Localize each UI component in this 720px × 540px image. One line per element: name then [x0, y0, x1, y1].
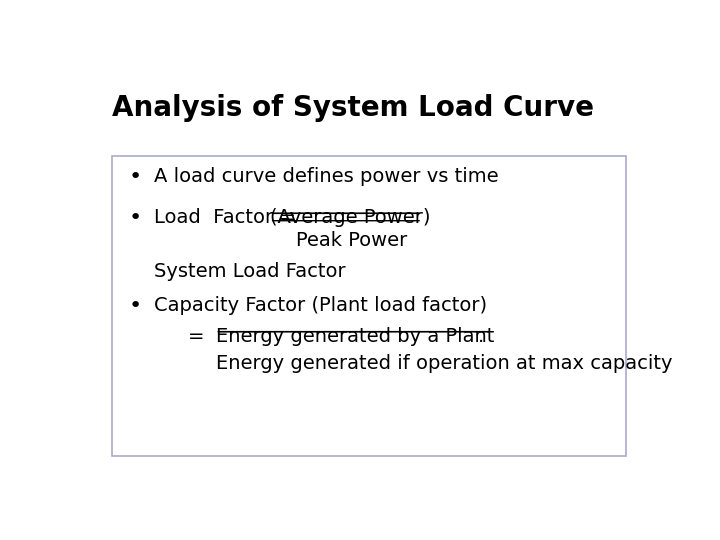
- Text: Energy generated by a Plant: Energy generated by a Plant: [215, 327, 494, 346]
- Text: Analysis of System Load Curve: Analysis of System Load Curve: [112, 94, 594, 122]
- Text: =: =: [188, 327, 217, 346]
- Text: System Load Factor: System Load Factor: [154, 262, 346, 281]
- Text: Peak Power: Peak Power: [297, 231, 408, 250]
- Text: .: .: [478, 327, 484, 346]
- Text: •: •: [129, 208, 143, 228]
- FancyBboxPatch shape: [112, 156, 626, 456]
- Text: Load  Factor =: Load Factor =: [154, 208, 302, 227]
- Text: (Average Power): (Average Power): [270, 208, 430, 227]
- Text: Energy generated if operation at max capacity: Energy generated if operation at max cap…: [215, 354, 672, 373]
- Text: A load curve defines power vs time: A load curve defines power vs time: [154, 167, 499, 186]
- Text: Capacity Factor (Plant load factor): Capacity Factor (Plant load factor): [154, 295, 487, 315]
- Text: •: •: [129, 167, 143, 187]
- Text: •: •: [129, 295, 143, 315]
